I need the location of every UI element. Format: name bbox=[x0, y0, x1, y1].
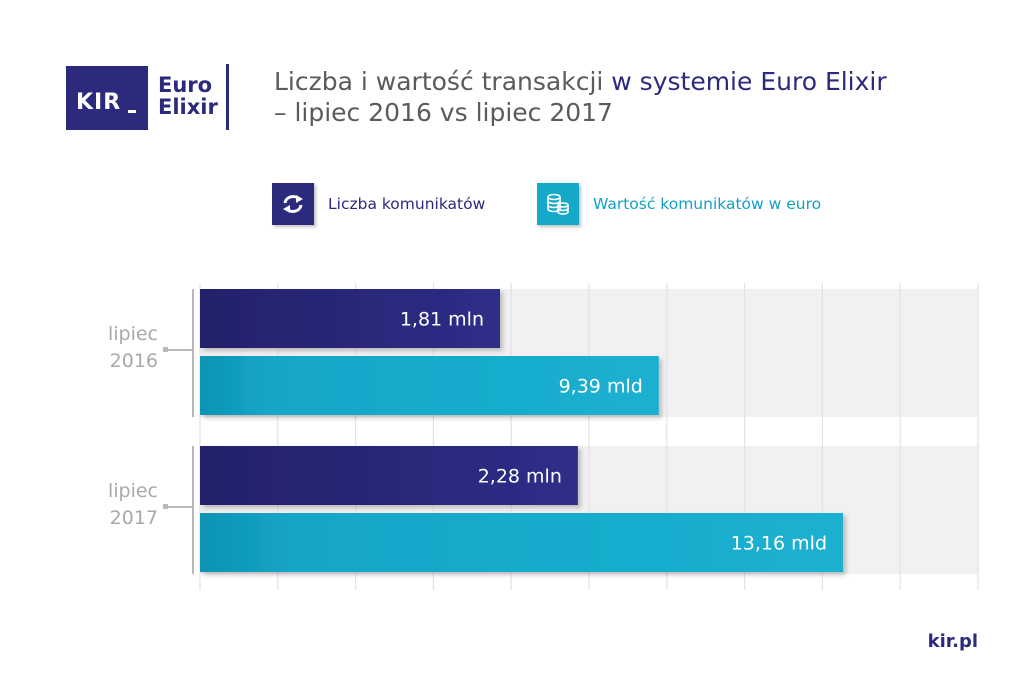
bar-value-label: 1,81 mln bbox=[400, 309, 484, 331]
title-line1-part1: Liczba i wartość transakcji bbox=[274, 67, 612, 96]
kir-logo-text: KIR bbox=[76, 90, 122, 115]
kir-logo: KIR bbox=[66, 66, 148, 130]
bar-value-label: 2,28 mln bbox=[478, 466, 562, 488]
bar bbox=[200, 513, 843, 572]
site-link[interactable]: kir.pl bbox=[927, 631, 978, 652]
legend-label-count: Liczba komunikatów bbox=[328, 195, 486, 213]
legend-item-count: Liczba komunikatów bbox=[272, 183, 485, 225]
page-title: Liczba i wartość transakcji w systemie E… bbox=[274, 66, 887, 128]
euro-elixir-logo: Euro Elixir bbox=[158, 74, 218, 118]
bar bbox=[200, 289, 500, 348]
category-label-line2: 2016 bbox=[110, 350, 158, 372]
bar-value-label: 13,16 mld bbox=[731, 533, 827, 555]
title-line2: – lipiec 2016 vs lipiec 2017 bbox=[274, 98, 613, 127]
legend-label-value: Wartość komunikatów w euro bbox=[593, 195, 822, 213]
bar bbox=[200, 446, 578, 505]
title-line1-part2: w systemie Euro Elixir bbox=[611, 67, 887, 96]
bar-value-label: 9,39 mld bbox=[559, 376, 643, 398]
logo-divider bbox=[226, 64, 229, 130]
category-connector-dot bbox=[163, 504, 168, 509]
euro-elixir-logo-line2: Elixir bbox=[158, 95, 218, 119]
category-connector-dot bbox=[163, 347, 168, 352]
category-label-line1: lipiec bbox=[108, 323, 158, 345]
category-label-line1: lipiec bbox=[108, 480, 158, 502]
kir-logo-mark bbox=[128, 110, 136, 113]
bar bbox=[200, 356, 659, 415]
category-label-line2: 2017 bbox=[110, 507, 158, 529]
euro-elixir-logo-line1: Euro bbox=[158, 73, 213, 97]
legend-item-value: Wartość komunikatów w euro bbox=[537, 183, 821, 225]
coins-icon bbox=[537, 183, 579, 225]
refresh-arrows-icon bbox=[272, 183, 314, 225]
